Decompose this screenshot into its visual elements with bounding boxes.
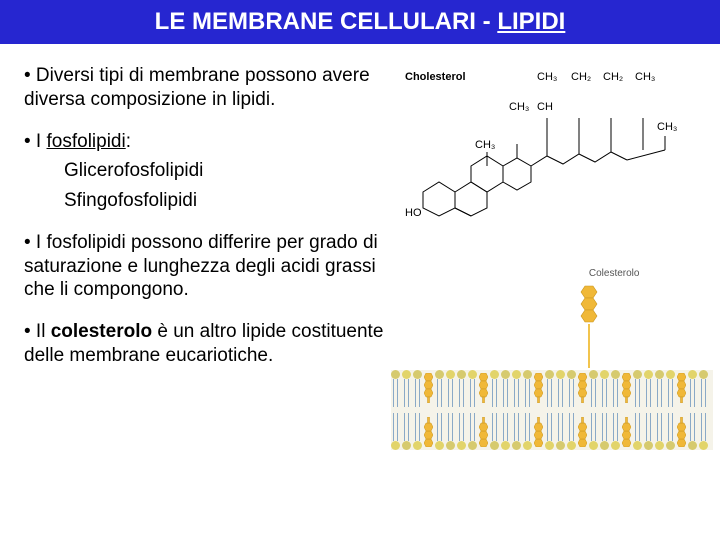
cholesterol-column xyxy=(677,370,687,450)
cholesterol-column xyxy=(479,370,489,450)
bullet-3: • I fosfolipidi possono differire per gr… xyxy=(24,231,387,302)
phospholipid-column xyxy=(446,370,456,450)
phospholipid-column xyxy=(589,370,599,450)
term-fosfolipidi: fosfolipidi xyxy=(47,131,126,152)
svg-text:CH: CH xyxy=(537,101,553,113)
phospholipid-column xyxy=(457,370,467,450)
bullet-2: • I fosfolipidi: xyxy=(24,130,387,154)
cholesterol-column xyxy=(622,370,632,450)
term-colesterolo: colesterolo xyxy=(51,321,152,342)
phospholipid-column xyxy=(699,370,709,450)
phospholipid-column xyxy=(556,370,566,450)
figure-column: Cholesterol CH₃ CH₂ CH₂ CH₃ CH CH₃ CH₃ C… xyxy=(387,64,696,386)
bullet-1: • Diversi tipi di membrane possono avere… xyxy=(24,64,387,112)
phospholipid-column xyxy=(413,370,423,450)
phospholipid-column xyxy=(611,370,621,450)
bullet-2b: Sfingofosfolipidi xyxy=(24,189,387,213)
phospholipid-column xyxy=(523,370,533,450)
text-column: • Diversi tipi di membrane possono avere… xyxy=(24,64,387,386)
phospholipid-column xyxy=(490,370,500,450)
cholesterol-structure-diagram: Cholesterol CH₃ CH₂ CH₂ CH₃ CH CH₃ CH₃ C… xyxy=(405,58,705,218)
svg-text:CH₃: CH₃ xyxy=(635,71,655,83)
title-prefix: LE MEMBRANE CELLULARI - xyxy=(155,8,498,35)
phospholipid-column xyxy=(512,370,522,450)
phospholipid-column xyxy=(633,370,643,450)
cholesterol-tail-line xyxy=(588,324,590,368)
phospholipid-column xyxy=(402,370,412,450)
bullet-2a: Glicerofosfolipidi xyxy=(24,159,387,183)
svg-text:CH₃: CH₃ xyxy=(657,121,677,133)
content-area: • Diversi tipi di membrane possono avere… xyxy=(0,44,720,386)
cholesterol-column xyxy=(578,370,588,450)
colesterolo-label: Colesterolo xyxy=(589,268,640,279)
svg-text:CH₃: CH₃ xyxy=(509,101,529,113)
phospholipid-column xyxy=(435,370,445,450)
svg-text:CH₂: CH₂ xyxy=(603,71,623,83)
chem-label: Cholesterol xyxy=(405,71,466,83)
phospholipid-column xyxy=(501,370,511,450)
cholesterol-icon xyxy=(577,284,601,328)
phospholipid-column xyxy=(600,370,610,450)
bullet-4: • Il colesterolo è un altro lipide costi… xyxy=(24,320,387,368)
phospholipid-column xyxy=(391,370,401,450)
slide-title: LE MEMBRANE CELLULARI - LIPIDI xyxy=(0,0,720,44)
svg-text:HO: HO xyxy=(405,207,422,218)
title-suffix: LIPIDI xyxy=(497,8,565,35)
phospholipid-column xyxy=(644,370,654,450)
phospholipid-column xyxy=(468,370,478,450)
phospholipid-column xyxy=(545,370,555,450)
phospholipid-column xyxy=(688,370,698,450)
cholesterol-column xyxy=(424,370,434,450)
cholesterol-column xyxy=(534,370,544,450)
svg-text:CH₃: CH₃ xyxy=(475,139,495,151)
lipid-bilayer xyxy=(391,370,713,450)
phospholipid-column xyxy=(567,370,577,450)
phospholipid-column xyxy=(655,370,665,450)
svg-text:CH₃: CH₃ xyxy=(537,71,557,83)
phospholipid-column xyxy=(666,370,676,450)
membrane-bilayer-diagram: Colesterolo xyxy=(391,274,713,454)
svg-text:CH₂: CH₂ xyxy=(571,71,591,83)
